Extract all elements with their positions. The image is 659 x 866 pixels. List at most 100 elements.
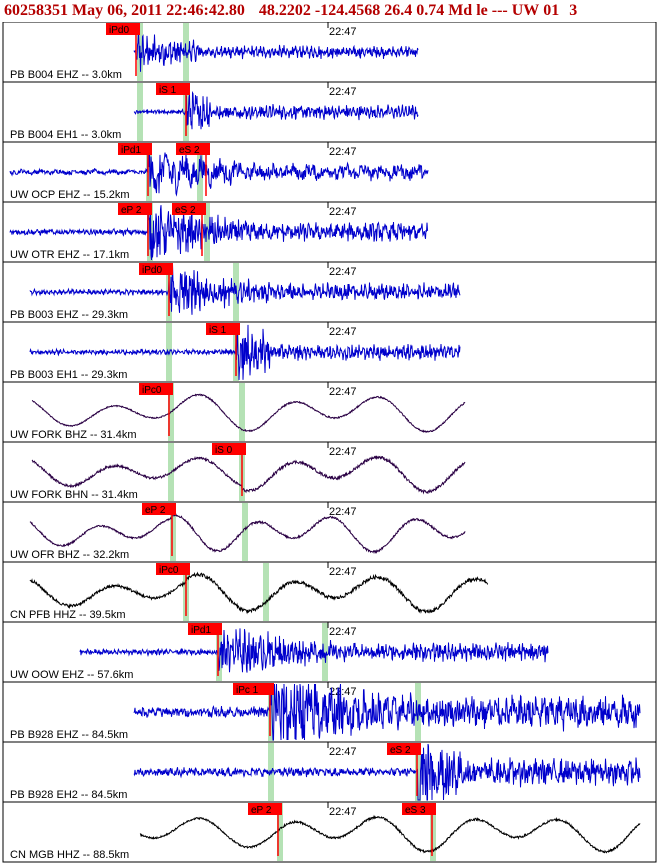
- time-tick-label: 22:47: [329, 746, 357, 758]
- trace-label: PB B003 EHZ -- 29.3km: [10, 309, 128, 321]
- event-magnitude: 0.74: [416, 2, 445, 19]
- time-tick-label: 22:47: [329, 566, 357, 578]
- theoretical-arrival-band: [430, 803, 436, 861]
- trace-label: PB B004 EH1 -- 3.0km: [10, 129, 121, 141]
- pick-box[interactable]: [212, 443, 246, 455]
- pick-label: iPd0: [142, 265, 162, 276]
- pick-box[interactable]: [106, 23, 140, 35]
- event-id: 60258351: [4, 2, 68, 19]
- waveform: [31, 393, 466, 434]
- waveform: [133, 683, 641, 741]
- event-latitude: 48.2202: [258, 2, 311, 19]
- theoretical-arrival-band: [170, 503, 176, 561]
- waveform: [31, 455, 466, 495]
- trace-panel: 22:47 eP 2 eS 3 CN MGB HHZ -- 88.5km: [2, 801, 657, 863]
- waveform: [133, 90, 419, 130]
- trace-label: PB B004 EHZ -- 3.0km: [10, 69, 122, 81]
- pick-box[interactable]: [118, 203, 152, 215]
- time-tick-label: 22:47: [329, 626, 357, 638]
- trace-label: UW OCP EHZ -- 15.2km: [10, 189, 130, 201]
- theoretical-arrival-band: [204, 203, 210, 261]
- trace-panel: 22:47 eS 2 PB B928 EH2 -- 84.5km: [2, 741, 657, 803]
- pick-label: iPc0: [142, 385, 162, 396]
- waveform: [133, 743, 641, 801]
- time-tick-label: 22:47: [329, 446, 357, 458]
- time-tick-label: 22:47: [329, 326, 357, 338]
- pick-label: eP 2: [145, 505, 166, 516]
- event-depth: 26.4: [384, 2, 413, 19]
- pick-box[interactable]: [402, 803, 436, 815]
- pick-box[interactable]: [139, 383, 173, 395]
- event-quality: ---: [491, 2, 508, 19]
- event-extra: 3: [569, 2, 578, 19]
- pick-box[interactable]: [387, 743, 421, 755]
- time-tick-label: 22:47: [329, 386, 357, 398]
- event-longitude: -124.4568: [314, 2, 381, 19]
- theoretical-arrival-band: [277, 803, 283, 861]
- pick-box[interactable]: [188, 623, 222, 635]
- time-tick-label: 22:47: [329, 26, 357, 38]
- trace-panel: 22:47 iPd1 UW OOW EHZ -- 57.6km: [2, 621, 657, 683]
- pick-label: iPd0: [109, 25, 129, 36]
- pick-box[interactable]: [142, 503, 176, 515]
- event-header: 60258351 May 06, 2011 22:46:42.80 48.2202-…: [0, 0, 659, 22]
- pick-label: iPd1: [121, 145, 141, 156]
- trace-panel: 22:47 iPc 1 PB B928 EHZ -- 84.5km: [2, 681, 657, 743]
- waveform: [139, 814, 641, 854]
- trace-label: UW FORK BHZ -- 31.4km: [10, 429, 137, 441]
- trace-label: UW OTR EHZ -- 17.1km: [10, 249, 129, 261]
- waveform: [9, 145, 429, 197]
- panel-frame: [2, 561, 657, 623]
- panel-frame: [2, 441, 657, 503]
- time-tick-label: 22:47: [329, 506, 357, 518]
- pick-box[interactable]: [248, 803, 282, 815]
- waveform: [29, 324, 461, 381]
- pick-label: iS 1: [159, 85, 177, 96]
- theoretical-arrival-band: [168, 443, 174, 501]
- pick-box[interactable]: [176, 143, 210, 155]
- pick-box[interactable]: [139, 263, 173, 275]
- trace-panel: 22:47 iPd0 PB B003 EHZ -- 29.3km: [2, 261, 657, 323]
- event-datetime: May 06, 2011 22:46:42.80: [72, 2, 245, 19]
- panel-frame: [2, 801, 657, 863]
- pick-label: iPc0: [159, 565, 179, 576]
- panel-frame: [2, 381, 657, 443]
- pick-box[interactable]: [233, 683, 274, 695]
- pick-label: iS 0: [215, 445, 233, 456]
- pick-box[interactable]: [156, 563, 190, 575]
- trace-label: UW FORK BHN -- 31.4km: [10, 489, 138, 501]
- pick-box[interactable]: [206, 323, 240, 335]
- theoretical-arrival-band: [216, 623, 222, 681]
- time-tick-label: 22:47: [329, 266, 357, 278]
- trace-label: PB B003 EH1 -- 29.3km: [10, 369, 127, 381]
- trace-panel: 22:47 iS 0 UW FORK BHN -- 31.4km: [2, 441, 657, 503]
- time-tick-label: 22:47: [329, 206, 357, 218]
- pick-label: iS 1: [209, 325, 227, 336]
- waveform: [29, 512, 466, 555]
- trace-label: PB B928 EH2 -- 84.5km: [10, 789, 127, 801]
- time-tick-label: 22:47: [329, 686, 357, 698]
- theoretical-arrival-band: [322, 623, 328, 681]
- pick-box[interactable]: [172, 203, 206, 215]
- pick-label: eP 2: [251, 805, 272, 816]
- pick-box[interactable]: [118, 143, 152, 155]
- trace-panel: 22:47 iPc0 UW FORK BHZ -- 31.4km: [2, 381, 657, 443]
- pick-label: eS 2: [179, 145, 200, 156]
- trace-panel: 22:47 eP 2 eS 2 UW OTR EHZ -- 17.1km: [2, 201, 657, 263]
- theoretical-arrival-band: [242, 503, 248, 561]
- trace-panel: 22:47 iS 1 PB B003 EH1 -- 29.3km: [2, 321, 657, 383]
- time-tick-label: 22:47: [329, 86, 357, 98]
- pick-label: eS 2: [175, 205, 196, 216]
- panel-frame: [2, 501, 657, 563]
- time-tick-label: 22:47: [329, 806, 357, 818]
- pick-label: eS 2: [390, 745, 411, 756]
- pick-box[interactable]: [156, 83, 190, 95]
- trace-panel: 22:47 iPd0 PB B004 EHZ -- 3.0km: [2, 22, 657, 83]
- theoretical-arrival-band: [268, 683, 274, 741]
- theoretical-arrival-band: [239, 383, 245, 441]
- waveform: [29, 263, 461, 315]
- trace-panel: 22:47 eP 2 UW OFR BHZ -- 32.2km: [2, 501, 657, 563]
- trace-panel: 22:47 iPd1 eS 2 UW OCP EHZ -- 15.2km: [2, 141, 657, 203]
- trace-label: CN MGB HHZ -- 88.5km: [10, 849, 129, 861]
- event-mag-type: Md: [448, 2, 473, 19]
